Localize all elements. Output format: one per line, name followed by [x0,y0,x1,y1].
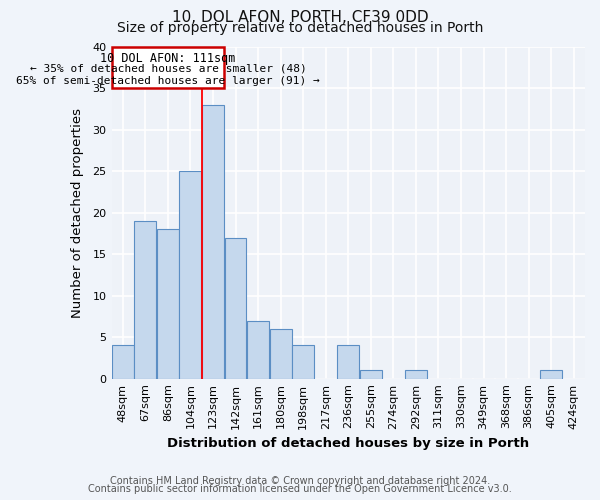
Bar [292,346,314,378]
Bar [360,370,382,378]
Bar [112,46,224,88]
Bar [247,320,269,378]
Bar [134,221,156,378]
Text: ← 35% of detached houses are smaller (48): ← 35% of detached houses are smaller (48… [29,64,306,74]
Bar [157,229,179,378]
Bar [202,104,224,378]
Y-axis label: Number of detached properties: Number of detached properties [71,108,84,318]
Bar [112,346,134,378]
Bar [405,370,427,378]
Text: 10 DOL AFON: 111sqm: 10 DOL AFON: 111sqm [100,52,236,66]
Text: Contains public sector information licensed under the Open Government Licence v3: Contains public sector information licen… [88,484,512,494]
X-axis label: Distribution of detached houses by size in Porth: Distribution of detached houses by size … [167,437,529,450]
Bar [337,346,359,378]
Text: 65% of semi-detached houses are larger (91) →: 65% of semi-detached houses are larger (… [16,76,320,86]
Text: 10, DOL AFON, PORTH, CF39 0DD: 10, DOL AFON, PORTH, CF39 0DD [172,10,428,25]
Text: Contains HM Land Registry data © Crown copyright and database right 2024.: Contains HM Land Registry data © Crown c… [110,476,490,486]
Bar [224,238,247,378]
Bar [179,171,202,378]
Text: Size of property relative to detached houses in Porth: Size of property relative to detached ho… [117,21,483,35]
Bar [540,370,562,378]
Bar [269,329,292,378]
